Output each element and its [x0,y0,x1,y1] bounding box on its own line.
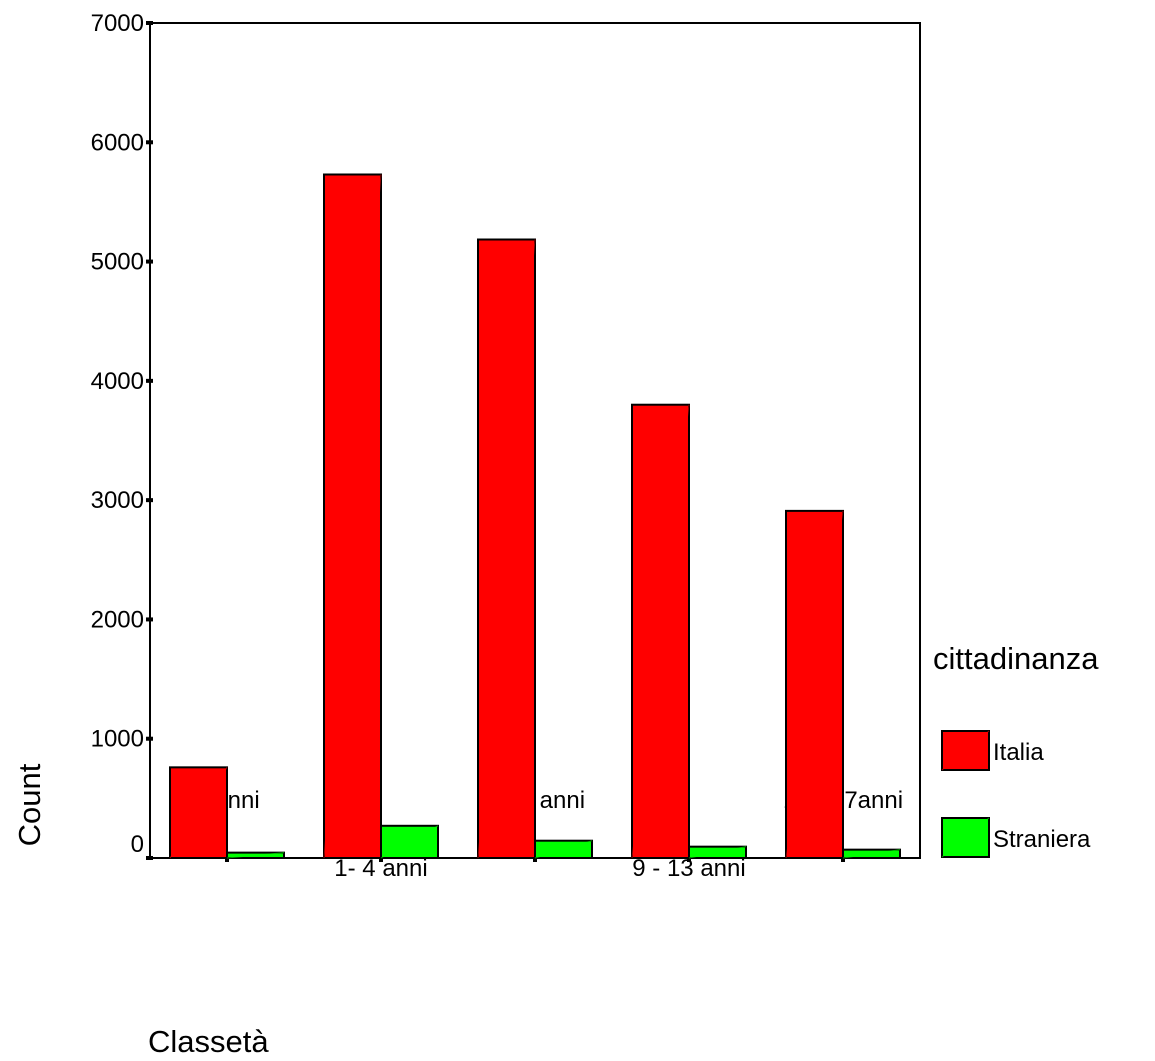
x-tick-label: 9 - 13 anni [632,855,745,882]
bar-shade [323,174,382,859]
legend-item-italia: Italia [941,730,1044,771]
bar-straniera [688,845,747,859]
legend: cittadinanza Italia Straniera [933,641,1099,858]
y-axis: 0 1000 2000 3000 4000 5000 6000 7000 [91,10,153,860]
x-axis-title: Classetà [148,1024,269,1059]
bar-shade [380,825,439,859]
bar-shade [688,846,747,859]
y-tick-label: 3000 [91,487,144,514]
bar-italia [785,509,844,859]
legend-title: cittadinanza [933,641,1099,676]
y-tick-label: 6000 [91,129,144,156]
bar-shade [842,849,901,859]
bar-shade [477,239,536,859]
bar-italia [323,173,382,859]
bar-italia [477,238,536,859]
y-tick-label: 0 [131,831,144,858]
bar-shade [785,510,844,859]
y-tick-label: 7000 [91,10,144,37]
bar-shade [226,852,285,859]
legend-swatch-shade [941,730,990,771]
legend-swatch-shade [941,817,990,858]
bar-italia [169,766,228,859]
bar-straniera [226,851,285,859]
y-tick-label: 4000 [91,368,144,395]
bar-shade [169,767,228,859]
legend-label: Italia [993,739,1044,766]
bar-shade [631,404,690,859]
bar-italia [631,403,690,859]
y-tick-label: 1000 [91,726,144,753]
legend-item-straniera: Straniera [941,817,1091,858]
y-tick-label: 5000 [91,249,144,276]
bar-straniera [842,848,901,860]
x-tick-label: 1- 4 anni [334,855,427,882]
legend-label: Straniera [993,826,1091,853]
y-axis-title: Count [12,763,47,846]
bars [169,173,901,860]
y-tick-label: 2000 [91,606,144,633]
bar-straniera [380,824,439,859]
bar-straniera [534,839,593,859]
bar-shade [534,840,593,859]
